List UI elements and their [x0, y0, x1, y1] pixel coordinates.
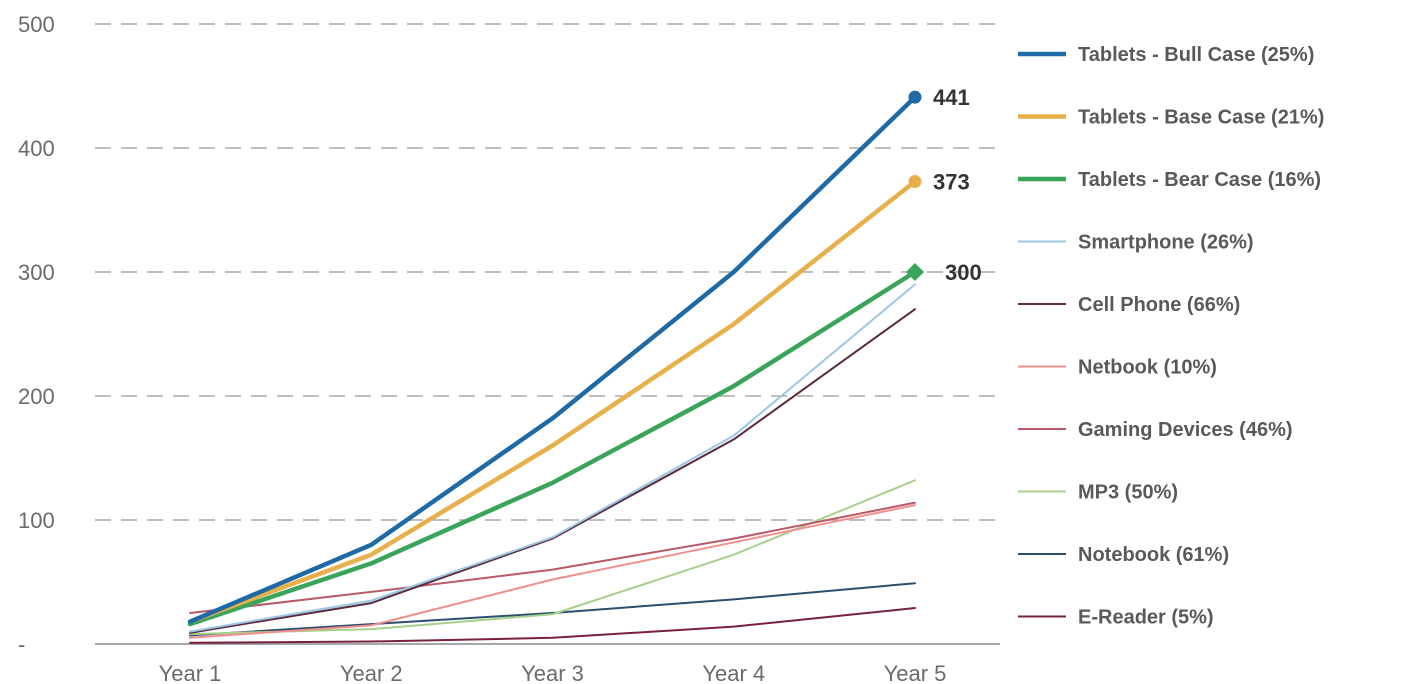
series-line [189, 283, 916, 633]
end-marker [908, 174, 922, 188]
x-tick-label: Year 4 [702, 661, 765, 684]
y-tick-label: 300 [18, 260, 55, 285]
x-tick-label: Year 3 [521, 661, 584, 684]
series-line [189, 479, 916, 636]
legend-label: Tablets - Bull Case (25%) [1078, 44, 1314, 66]
x-axis: Year 1 Year 2 Year 3 Year 4 Year 5 [95, 643, 1000, 684]
legend-label: Cell Phone (66%) [1078, 294, 1240, 316]
y-tick-label: 200 [18, 384, 55, 409]
legend-label: Smartphone (26%) [1078, 232, 1254, 254]
data-label: 441 [933, 85, 970, 110]
y-tick-label: 400 [18, 136, 55, 161]
end-marker [908, 90, 922, 104]
plot-area: 300 373 441 [187, 85, 982, 644]
data-label: 300 [945, 260, 982, 285]
y-tick-label: - [18, 632, 25, 657]
series-line [187, 269, 918, 627]
y-tick-label: 100 [18, 508, 55, 533]
data-label: 373 [933, 169, 970, 194]
legend-label: E-Reader (5%) [1078, 607, 1214, 629]
legend: Tablets - Bull Case (25%) Tablets - Base … [1018, 44, 1324, 629]
legend-label: MP3 (50%) [1078, 482, 1178, 504]
x-tick-label: Year 1 [159, 661, 222, 684]
series-line [187, 179, 918, 624]
series-line [189, 582, 916, 637]
legend-label: Netbook (10%) [1078, 357, 1217, 379]
legend-label: Notebook (61%) [1078, 544, 1229, 566]
end-marker [906, 263, 924, 281]
x-tick-label: Year 2 [340, 661, 403, 684]
series-line [187, 94, 918, 624]
y-axis: - 100 200 300 400 500 [18, 12, 55, 657]
series-line [189, 607, 916, 644]
x-tick-label: Year 5 [884, 661, 947, 684]
series-line [189, 504, 916, 639]
y-tick-label: 500 [18, 12, 55, 37]
legend-label: Tablets - Bear Case (16%) [1078, 169, 1321, 191]
series-line [189, 501, 916, 614]
legend-label: Gaming Devices (46%) [1078, 419, 1293, 441]
gridlines [95, 23, 1000, 521]
series-line [189, 308, 916, 634]
legend-label: Tablets - Base Case (21%) [1078, 107, 1324, 129]
